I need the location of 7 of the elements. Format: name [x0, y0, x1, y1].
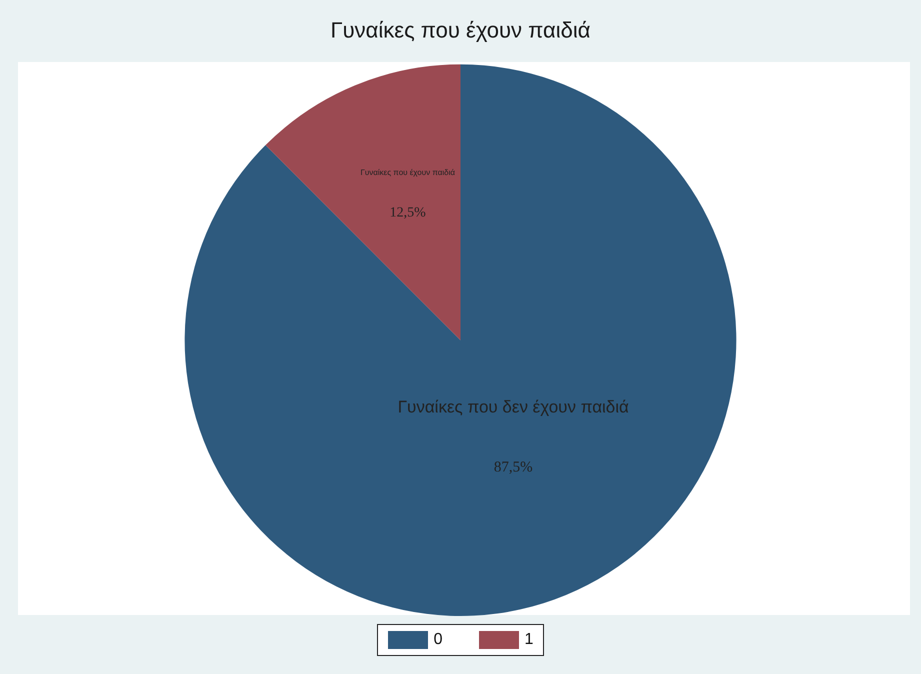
data-label: 87,5% — [494, 460, 533, 476]
chart-title: Γυναίκες που έχουν παιδιά — [330, 17, 591, 42]
legend-label: 0 — [434, 631, 442, 649]
legend-label: 1 — [524, 631, 534, 649]
text: Γυναίκες που έχουν παιδιά — [360, 168, 455, 177]
text: Γυναίκες που δεν έχουν παιδιά — [398, 397, 629, 416]
data-label: 12,5% — [390, 205, 426, 220]
